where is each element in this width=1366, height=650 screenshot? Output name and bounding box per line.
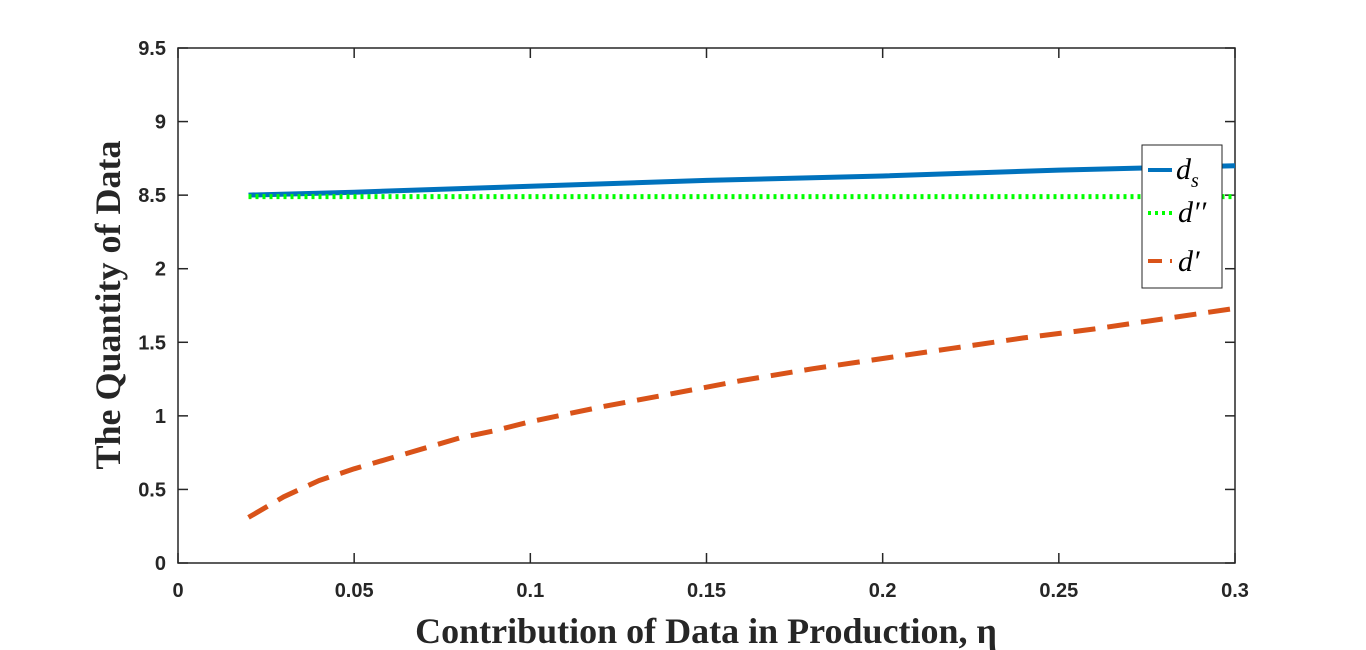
legend-label-ds: ds: [1176, 153, 1199, 192]
x-tick-label: 0.2: [869, 580, 897, 602]
series-lines: [247, 163, 1236, 520]
y-tick-label: 9.5: [138, 38, 166, 60]
y-tick-label: 9: [155, 112, 166, 134]
plot-area: [177, 47, 1236, 564]
series-line-2: [247, 305, 1236, 520]
legend-label-d-prime: d′: [1178, 245, 1200, 278]
y-tick-label: 1: [155, 406, 166, 428]
x-tick-label: 0.25: [1039, 580, 1078, 602]
y-axis-title: The Quantity of Data: [88, 140, 128, 469]
series-line-0: [248, 163, 1236, 198]
x-axis-ticks: 0 0.05 0.1 0.15 0.2 0.25 0.3: [172, 48, 1249, 602]
y-tick-label: 1.5: [138, 332, 166, 354]
x-tick-label: 0.15: [687, 580, 726, 602]
y-tick-label: 0.5: [138, 479, 166, 501]
y-tick-label: 0: [155, 553, 166, 575]
x-axis-title: Contribution of Data in Production, η: [415, 611, 997, 650]
x-tick-label: 0.1: [516, 580, 544, 602]
x-tick-label: 0.3: [1221, 580, 1249, 602]
legend: ds d′′ d′: [1141, 144, 1223, 289]
x-tick-label: 0: [172, 580, 183, 602]
y-axis-ticks: 0 0.5 1 1.5 2 8.5 9 9.5: [138, 38, 1235, 575]
y-tick-label: 8.5: [138, 185, 166, 207]
legend-label-d-double-prime: d′′: [1178, 196, 1207, 229]
x-tick-label: 0.05: [335, 580, 374, 602]
y-tick-label: 2: [155, 259, 166, 281]
